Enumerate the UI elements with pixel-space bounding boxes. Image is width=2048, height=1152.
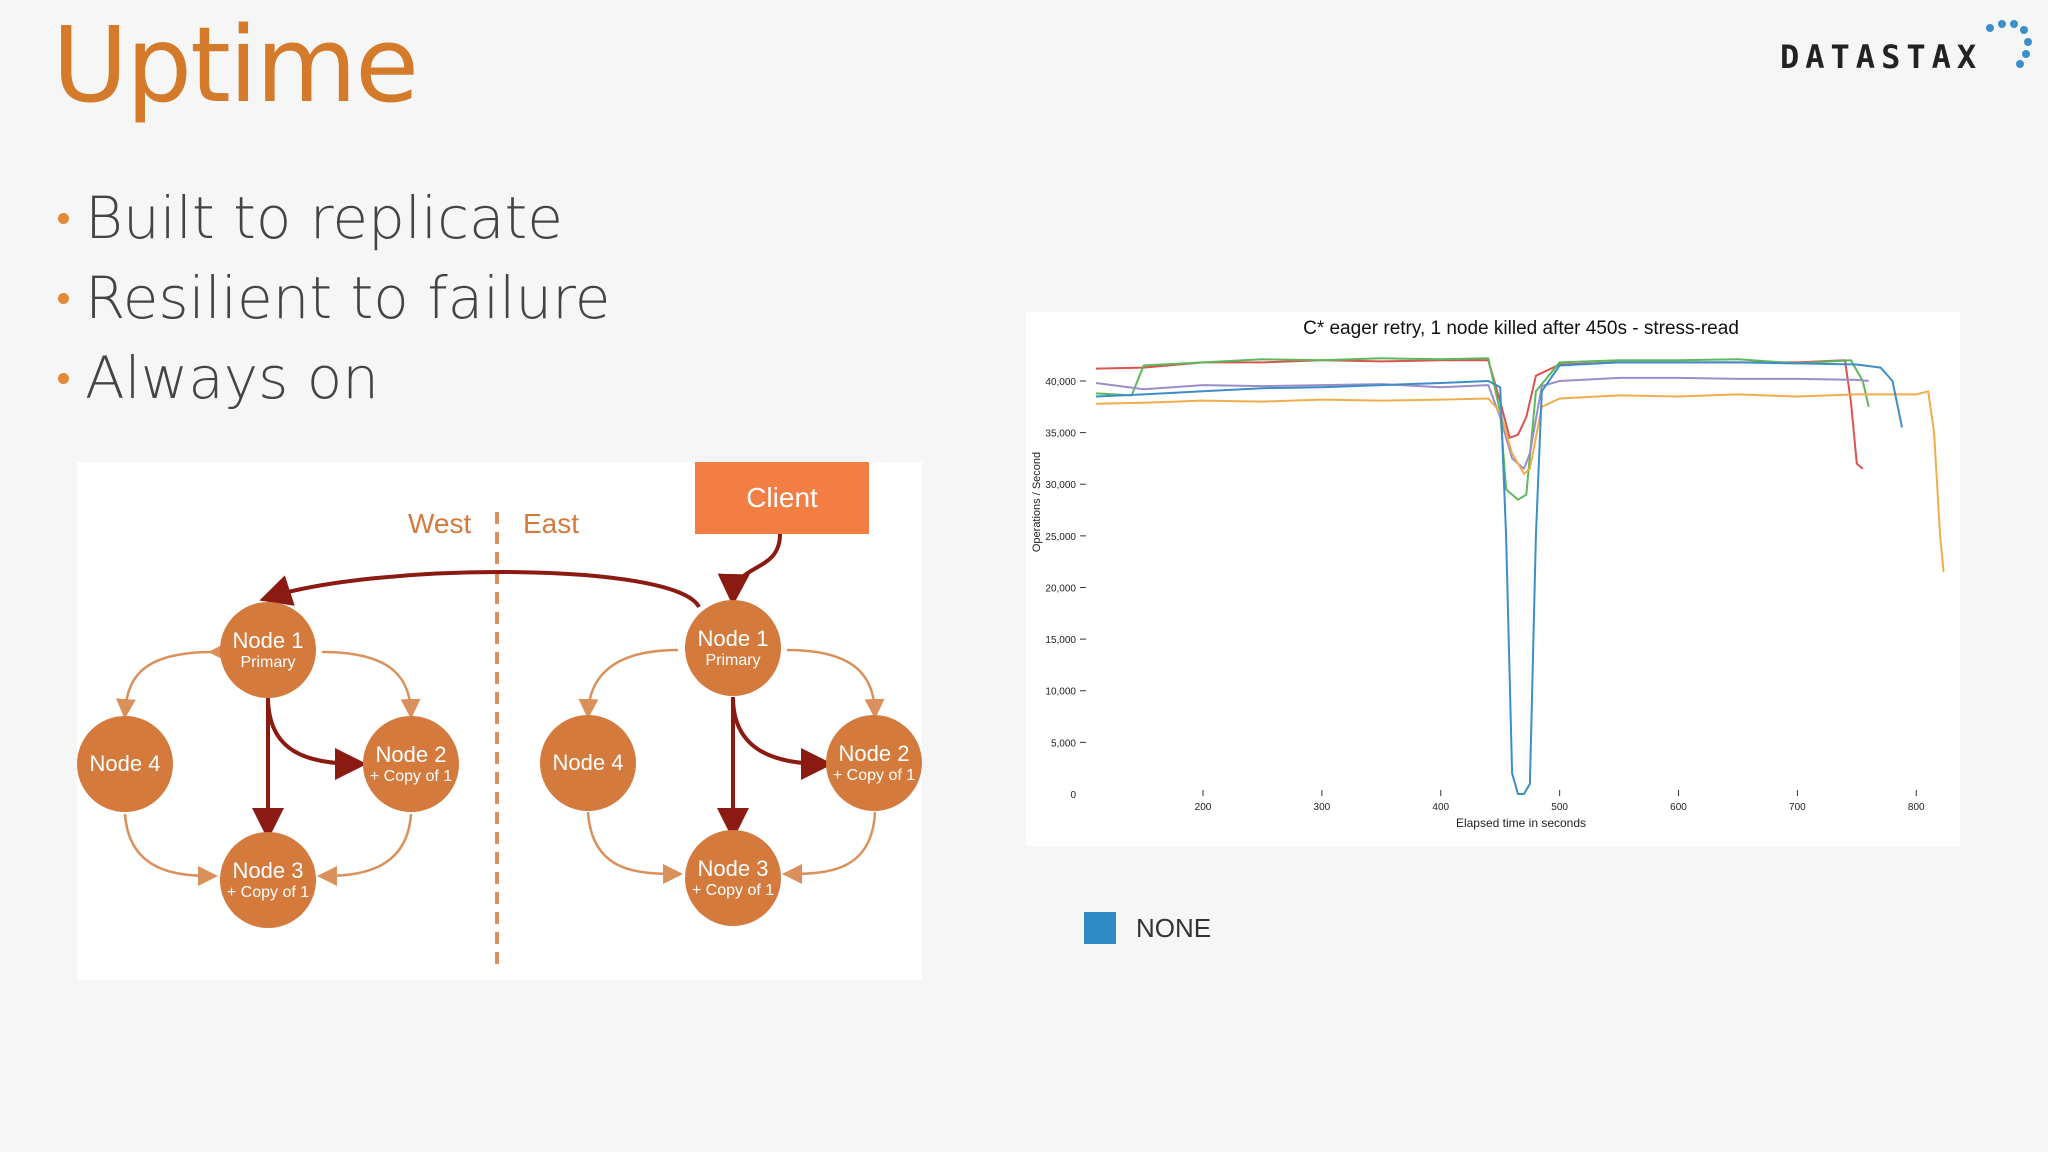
bullet-dot-icon [58, 292, 69, 304]
node-role: Primary [705, 651, 761, 669]
logo-dots-icon [1986, 20, 2032, 68]
y-tick-label: 20,000 [1045, 583, 1076, 594]
node-name: Node 4 [89, 751, 161, 776]
bullet-dot-icon [58, 212, 69, 224]
client-box: Client [695, 462, 869, 534]
logo-wordmark: DATASTAX [1780, 38, 1983, 76]
x-tick-label: 600 [1670, 802, 1687, 813]
east-n1-n4-arrow [578, 648, 679, 719]
east-n1-n2-arrow [731, 696, 833, 780]
y-axis-label: Operations / Second [1031, 452, 1043, 552]
chart-title: C* eager retry, 1 node killed after 450s… [1303, 318, 1739, 339]
west-n4-n3-arrow [123, 813, 218, 886]
series-line [1095, 390, 1945, 573]
x-tick-label: 300 [1314, 802, 1331, 813]
series-line [1095, 359, 1864, 470]
west-n2-n3-arrow [317, 813, 413, 886]
west-node-4: Node 4 [77, 716, 173, 812]
east-label: East [523, 508, 580, 539]
x-tick-label: 200 [1195, 802, 1212, 813]
node-name: Node 2 [375, 741, 447, 767]
x-tick-label: 800 [1908, 802, 1925, 813]
bullet-list: Built to replicate Resilient to failure … [52, 178, 610, 418]
series-line [1095, 361, 1903, 795]
bullet-item: Built to replicate [52, 178, 610, 258]
diagram-arrows [115, 512, 885, 972]
east-node-1: Node 1 Primary [685, 600, 781, 696]
client-arrow [717, 533, 782, 606]
node-name: Node 2 [838, 740, 910, 766]
x-axis-label: Elapsed time in seconds [1456, 816, 1586, 830]
x-tick-label: 400 [1432, 802, 1449, 813]
node-name: Node 1 [232, 627, 304, 653]
west-n1-n2-ring [321, 650, 421, 719]
node-name: Node 3 [697, 855, 769, 881]
y-tick-label: 40,000 [1045, 377, 1076, 388]
node-name: Node 1 [697, 625, 769, 651]
y-tick-label: 35,000 [1045, 429, 1076, 440]
bullet-text: Always on [85, 344, 379, 412]
east-n2-n3-arrow [782, 811, 877, 884]
node-role: + Copy of 1 [369, 767, 453, 785]
bullet-text: Resilient to failure [85, 264, 611, 332]
node-role: + Copy of 1 [691, 881, 775, 899]
legend-swatch [1084, 912, 1116, 944]
node-role: + Copy of 1 [832, 766, 916, 784]
east-node-2: Node 2 + Copy of 1 [826, 715, 922, 811]
bullet-item: Always on [52, 338, 610, 418]
chart-canvas: C* eager retry, 1 node killed after 450s… [1031, 318, 1945, 830]
node-name: Node 4 [552, 750, 624, 775]
x-tick-label: 500 [1551, 802, 1568, 813]
cross-region-arrow [259, 570, 701, 609]
west-node-3: Node 3 + Copy of 1 [220, 832, 316, 928]
y-tick-label: 10,000 [1045, 687, 1076, 698]
y-tick-label: 5,000 [1051, 738, 1076, 749]
y-tick-label: 15,000 [1045, 635, 1076, 646]
chart-legend: NONE [1084, 912, 1211, 944]
slide-title: Uptime [52, 4, 419, 126]
west-node-2: Node 2 + Copy of 1 [363, 716, 459, 812]
west-label: West [408, 508, 472, 539]
series-line [1095, 357, 1870, 501]
bullet-dot-icon [58, 372, 69, 384]
east-n1-n2-ring [786, 648, 885, 719]
legend-label: NONE [1136, 912, 1212, 943]
east-node-4: Node 4 [540, 715, 636, 811]
east-node-3: Node 3 + Copy of 1 [685, 830, 781, 926]
node-name: Node 3 [232, 857, 304, 883]
node-role: Primary [240, 653, 296, 671]
datastax-logo: DATASTAX [1776, 18, 2036, 78]
west-n1-n4-arrow [115, 641, 229, 719]
node-role: + Copy of 1 [226, 883, 310, 901]
y-tick-label: 0 [1070, 790, 1076, 801]
bullet-item: Resilient to failure [52, 258, 610, 338]
bullet-text: Built to replicate [85, 184, 563, 252]
y-tick-label: 30,000 [1045, 480, 1076, 491]
stress-read-chart: C* eager retry, 1 node killed after 450s… [1026, 312, 1960, 846]
y-tick-label: 25,000 [1045, 532, 1076, 543]
east-n4-n3-arrow [586, 811, 683, 884]
west-n1-n2-arrow [266, 696, 367, 780]
replication-diagram: Client West East Node 1 Primary Node 2 +… [77, 462, 922, 980]
west-node-1: Node 1 Primary [220, 602, 316, 698]
x-tick-label: 700 [1789, 802, 1806, 813]
